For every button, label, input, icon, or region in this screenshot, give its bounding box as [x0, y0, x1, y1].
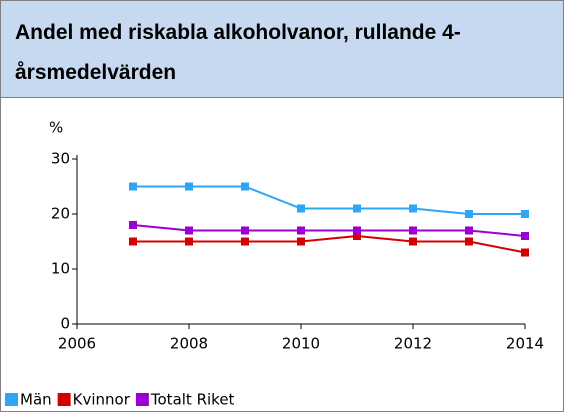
legend-swatch — [5, 393, 18, 406]
point — [353, 232, 361, 240]
point — [521, 248, 529, 257]
x-tick-label: 2006 — [58, 335, 96, 353]
point — [185, 237, 193, 246]
point — [353, 204, 361, 213]
x-tick-label: 2010 — [282, 335, 320, 353]
point — [465, 237, 473, 246]
point — [353, 226, 361, 235]
legend-label: Totalt Riket — [150, 391, 235, 409]
point — [409, 237, 417, 246]
legend-label: Kvinnor — [73, 391, 131, 409]
x-tick-label: 2008 — [170, 335, 208, 353]
title: Andel med riskabla alkoholvanor, rulland… — [15, 21, 461, 84]
legend-label: Män — [20, 391, 52, 409]
legend-swatch — [135, 393, 149, 406]
point — [297, 204, 305, 213]
header: Andel med riskabla alkoholvanor, rulland… — [1, 1, 563, 98]
series-line — [132, 224, 526, 237]
point — [185, 226, 193, 235]
point — [465, 210, 473, 218]
x-tick-label: 2012 — [394, 335, 432, 353]
point — [129, 221, 137, 229]
point — [409, 226, 417, 235]
point — [185, 182, 193, 191]
series-line — [133, 234, 526, 254]
point — [465, 226, 473, 235]
y-tick-label: 0 — [60, 315, 70, 333]
point — [521, 232, 529, 240]
point — [241, 226, 249, 235]
y-axis-label: % — [49, 119, 63, 137]
x-tick-label: 2014 — [506, 335, 544, 353]
point — [129, 182, 137, 191]
point — [241, 237, 249, 246]
point — [409, 204, 417, 213]
legend-swatch — [57, 393, 71, 406]
point — [297, 237, 305, 246]
point — [241, 182, 249, 191]
y-tick-label: 20 — [51, 205, 70, 223]
y-tick-label: 30 — [51, 150, 70, 168]
chart: % 0 10 20 30 2006 2008 2010 2012 2014 Män Kvinnor T… — [5, 119, 544, 409]
point — [521, 210, 529, 218]
point — [129, 237, 137, 246]
series-line — [133, 185, 525, 215]
point — [297, 226, 305, 235]
y-tick-label: 10 — [51, 260, 70, 278]
